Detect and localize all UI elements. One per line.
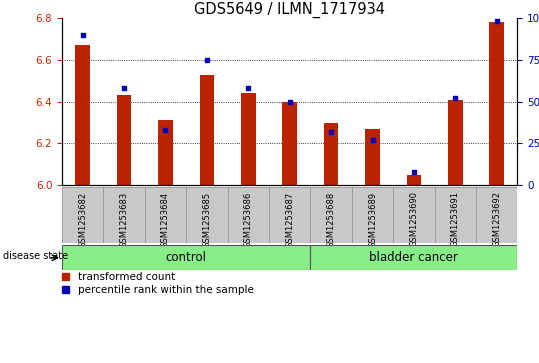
Bar — [62, 245, 310, 270]
Point — [327, 129, 335, 135]
Bar — [282, 102, 297, 185]
Text: GSM1253682: GSM1253682 — [78, 191, 87, 248]
Point — [78, 32, 87, 38]
Text: GSM1253689: GSM1253689 — [368, 191, 377, 248]
Text: GSM1253688: GSM1253688 — [327, 191, 336, 248]
Title: GDS5649 / ILMN_1717934: GDS5649 / ILMN_1717934 — [194, 2, 385, 18]
Point — [451, 95, 460, 101]
Text: GSM1253687: GSM1253687 — [285, 191, 294, 248]
Bar — [241, 93, 255, 185]
Bar — [448, 99, 462, 185]
Text: disease state: disease state — [3, 252, 68, 261]
Text: control: control — [165, 251, 206, 264]
Bar — [310, 245, 517, 270]
Bar — [324, 123, 338, 185]
Point — [368, 137, 377, 143]
Legend: transformed count, percentile rank within the sample: transformed count, percentile rank withi… — [62, 272, 253, 295]
Text: bladder cancer: bladder cancer — [370, 251, 458, 264]
Text: GSM1253692: GSM1253692 — [492, 191, 501, 248]
Bar — [407, 175, 421, 185]
Text: GSM1253683: GSM1253683 — [120, 191, 129, 248]
Text: GSM1253686: GSM1253686 — [244, 191, 253, 248]
Point — [203, 57, 211, 63]
Point — [161, 127, 170, 133]
Bar — [199, 74, 214, 185]
Point — [120, 85, 128, 91]
Text: GSM1253690: GSM1253690 — [410, 191, 418, 248]
Point — [244, 85, 253, 91]
Text: GSM1253691: GSM1253691 — [451, 191, 460, 248]
Point — [410, 169, 418, 175]
Bar — [365, 129, 380, 185]
Text: GSM1253685: GSM1253685 — [203, 191, 211, 248]
Point — [286, 99, 294, 105]
Bar — [158, 121, 172, 185]
Point — [493, 19, 501, 24]
Bar — [117, 95, 132, 185]
Bar — [75, 45, 90, 185]
Bar — [489, 23, 504, 185]
Text: GSM1253684: GSM1253684 — [161, 191, 170, 248]
